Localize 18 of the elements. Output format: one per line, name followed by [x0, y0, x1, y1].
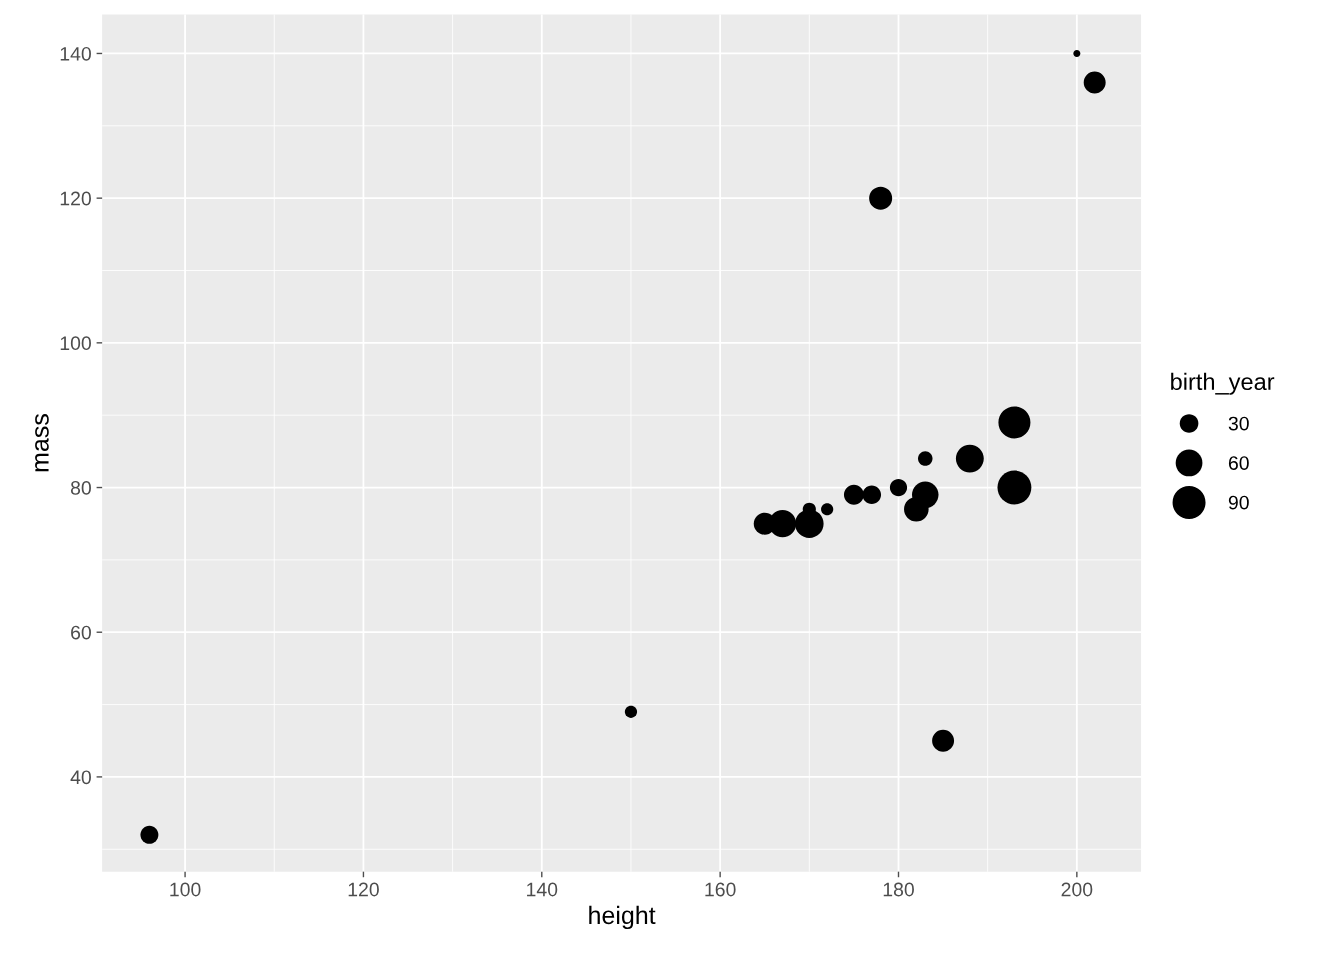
legend-label: 30: [1228, 416, 1249, 431]
x-tick-label: 100: [170, 882, 201, 897]
legend-label: 60: [1228, 456, 1249, 470]
x-tick-label: 140: [527, 882, 558, 897]
y-tick-label: 40: [70, 770, 91, 785]
y-tick-label: 60: [71, 625, 91, 640]
legend-title: birth_year: [1171, 372, 1275, 395]
legend-label: 90: [1228, 495, 1249, 510]
y-tick-label: 120: [60, 191, 91, 206]
x-axis-title: height: [589, 905, 656, 930]
y-tick-label: 100: [60, 336, 91, 351]
x-tick-label: 200: [1061, 882, 1093, 897]
y-axis-title: mass: [35, 414, 49, 472]
x-tick-label: 180: [883, 882, 914, 897]
x-tick-label: 120: [348, 882, 379, 897]
x-tick-label: 160: [705, 882, 736, 897]
y-tick-label: 140: [60, 46, 91, 61]
y-tick-label: 80: [70, 481, 91, 495]
